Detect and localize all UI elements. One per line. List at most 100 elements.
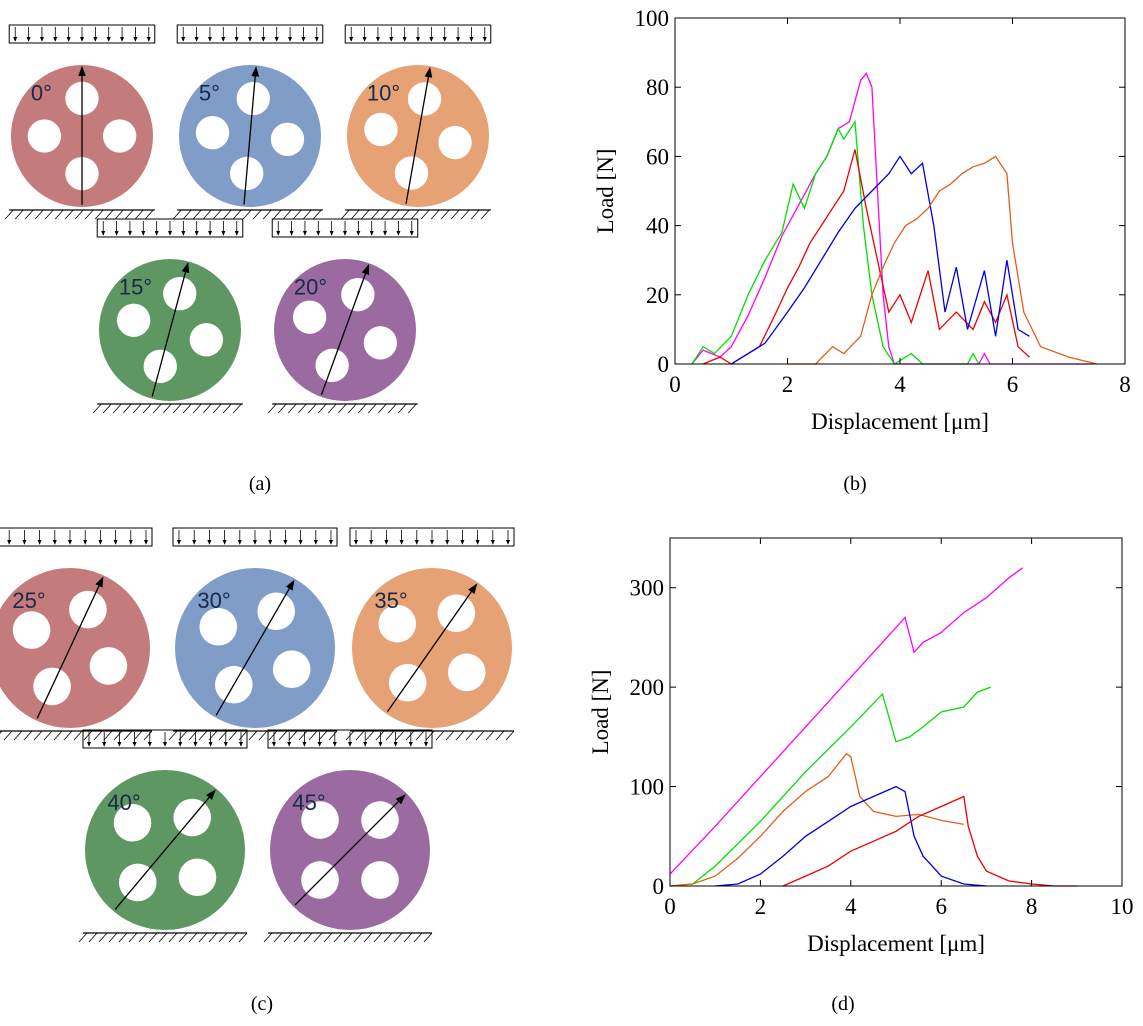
ground-hatch: [183, 404, 191, 413]
ground-hatch: [93, 404, 101, 413]
ground-hatch: [461, 210, 469, 219]
ground-hatch: [451, 210, 459, 219]
y-tick-label: 0: [658, 352, 670, 377]
series-line: [788, 156, 1097, 364]
ground-hatch: [233, 210, 241, 219]
ground-hatch: [268, 404, 276, 413]
ground-hatch: [436, 731, 444, 740]
series-line: [703, 150, 1029, 365]
ground-hatch: [263, 210, 271, 219]
y-axis-label: Load [N]: [588, 670, 613, 755]
ground-hatch: [334, 933, 342, 942]
ground-hatch: [486, 731, 494, 740]
ground-hatch: [506, 731, 514, 740]
angle-label: 45°: [292, 790, 325, 815]
x-tick-label: 6: [1007, 372, 1019, 397]
ground-hatch: [408, 404, 416, 413]
series-line: [670, 687, 991, 886]
hole: [190, 323, 223, 356]
caption: (c): [251, 993, 273, 1015]
ground-hatch: [401, 210, 409, 219]
hole: [179, 858, 217, 896]
ground-hatch: [95, 210, 103, 219]
angle-label: 30°: [197, 588, 230, 613]
angle-label: 35°: [374, 588, 407, 613]
ground-hatch: [189, 933, 197, 942]
hole: [199, 608, 237, 646]
specimen: 40°: [79, 730, 247, 942]
specimen: 10°: [341, 25, 491, 219]
ground-hatch: [309, 731, 317, 740]
ground-hatch: [203, 210, 211, 219]
ground-hatch: [294, 933, 302, 942]
hole: [364, 326, 397, 359]
hole: [438, 126, 471, 159]
ground-hatch: [169, 933, 177, 942]
hole: [117, 304, 150, 337]
ground-hatch: [103, 404, 111, 413]
ground-hatch: [394, 933, 402, 942]
ground-hatch: [476, 731, 484, 740]
ground-hatch: [288, 404, 296, 413]
ground-hatch: [105, 210, 113, 219]
ground-hatch: [274, 933, 282, 942]
ground-hatch: [213, 210, 221, 219]
ground-hatch: [318, 404, 326, 413]
ground-hatch: [384, 933, 392, 942]
ground-hatch: [314, 933, 322, 942]
caption: (d): [831, 993, 854, 1015]
ground-hatch: [133, 404, 141, 413]
series-line: [670, 568, 1023, 874]
angle-label: 15°: [119, 275, 152, 300]
ground-hatch: [125, 210, 133, 219]
ground-hatch: [466, 731, 474, 740]
ground-hatch: [298, 404, 306, 413]
series-line: [692, 73, 1091, 364]
ground-hatch: [368, 404, 376, 413]
specimen: 25°: [0, 528, 152, 740]
ground-hatch: [64, 731, 72, 740]
ground-hatch: [456, 731, 464, 740]
ground-hatch: [264, 933, 272, 942]
specimen: 0°: [5, 25, 155, 219]
ground-hatch: [351, 210, 359, 219]
specimen: 5°: [173, 25, 323, 219]
ground-hatch: [0, 731, 2, 740]
ground-hatch: [391, 210, 399, 219]
series-line: [783, 797, 1077, 887]
ground-hatch: [273, 210, 281, 219]
ground-hatch: [388, 404, 396, 413]
ground-hatch: [289, 731, 297, 740]
ground-hatch: [354, 933, 362, 942]
ground-hatch: [144, 731, 152, 740]
ground-hatch: [356, 731, 364, 740]
ground-hatch: [243, 210, 251, 219]
ground-hatch: [115, 210, 123, 219]
hole: [448, 654, 486, 692]
ground-hatch: [173, 210, 181, 219]
ground-hatch: [308, 404, 316, 413]
specimen: 20°: [268, 219, 418, 413]
ground-hatch: [426, 731, 434, 740]
ground-hatch: [223, 210, 231, 219]
ground-hatch: [293, 210, 301, 219]
ground-hatch: [5, 210, 13, 219]
angle-label: 5°: [199, 81, 220, 106]
ground-hatch: [381, 210, 389, 219]
load-bar: [0, 528, 152, 546]
ground-hatch: [496, 731, 504, 740]
ground-hatch: [143, 404, 151, 413]
ground-hatch: [366, 731, 374, 740]
specimen: 45°: [264, 730, 432, 942]
ground-hatch: [411, 210, 419, 219]
angle-label: 25°: [12, 588, 45, 613]
series-line: [715, 787, 986, 886]
ground-hatch: [303, 210, 311, 219]
ground-hatch: [284, 933, 292, 942]
ground-hatch: [213, 404, 221, 413]
ground-hatch: [163, 404, 171, 413]
angle-label: 0°: [31, 81, 52, 106]
ground-hatch: [25, 210, 33, 219]
caption: (b): [843, 473, 866, 495]
